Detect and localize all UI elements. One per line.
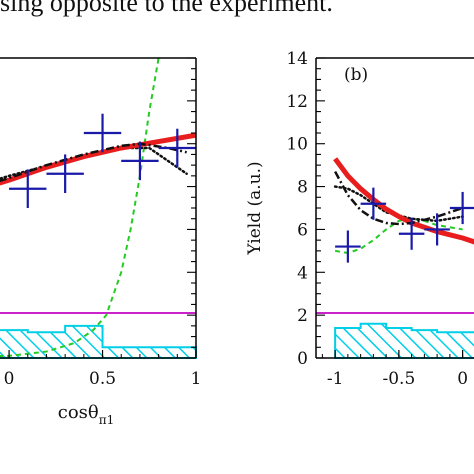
caption-fragment: sing opposite to the experiment.	[0, 0, 474, 18]
black-dotted-curve-b	[333, 185, 464, 223]
x-tick-label-b-2: 0	[457, 369, 468, 389]
x-axis-label-a: cosθπ1	[58, 402, 115, 427]
green-dashed-curve-a	[0, 57, 160, 358]
green-dashed-curve-b	[334, 217, 463, 255]
plot-area-b	[316, 157, 474, 359]
x-tick-label-b-0: -1	[327, 369, 344, 389]
caption-text: sing opposite to the experiment.	[0, 0, 333, 17]
x-tick-label-a-1: 0.5	[89, 369, 116, 389]
histogram-a	[0, 324, 197, 359]
red-solid-curve-b	[333, 157, 474, 245]
y-tick-label-b-7: 14	[286, 49, 308, 69]
histogram-b	[334, 322, 474, 359]
y-tick-label-b-2: 4	[297, 263, 308, 283]
x-axis-label-sub-a: π1	[99, 413, 115, 427]
black-dashdot-curve-b	[334, 170, 464, 226]
x-tick-label-a-2: 1	[191, 369, 202, 389]
y-tick-label-b-1: 2	[297, 306, 308, 326]
y-tick-label-b-5: 10	[286, 135, 308, 155]
panel-label-b: (b)	[344, 65, 368, 85]
y-tick-label-b-4: 8	[297, 178, 308, 198]
y-tick-label-b-3: 6	[297, 220, 308, 240]
x-axis-label-main-a: cosθ	[58, 402, 99, 423]
x-tick-label-a-0: 0	[4, 369, 15, 389]
x-tick-label-b-1: -0.5	[382, 369, 415, 389]
y-axis-label-b: Yield (a.u.)	[245, 161, 265, 255]
black-dotted-curve-a	[0, 146, 188, 180]
y-tick-label-b-6: 12	[286, 92, 308, 112]
panel-b: -1 -0.5 0 0 2 4 6 8 10 12 14 Yield (a.u.) (b)	[245, 49, 474, 389]
y-tick-label-b-0: 0	[297, 349, 308, 369]
plot-area-a	[0, 57, 197, 359]
panel-a: 0 0.5 1 cosθπ1	[0, 57, 202, 427]
red-solid-curve-a	[0, 132, 197, 186]
